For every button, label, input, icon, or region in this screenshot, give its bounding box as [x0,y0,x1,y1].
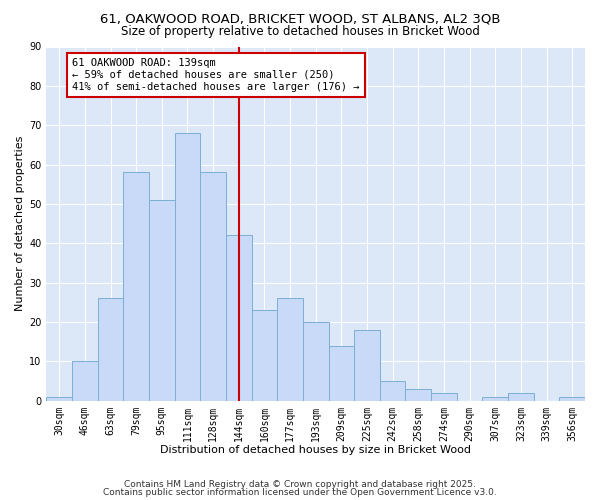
Text: Contains HM Land Registry data © Crown copyright and database right 2025.: Contains HM Land Registry data © Crown c… [124,480,476,489]
Bar [431,393,457,400]
Bar [149,200,175,400]
Bar [277,298,303,400]
Bar [200,172,226,400]
Bar [354,330,380,400]
Text: 61, OAKWOOD ROAD, BRICKET WOOD, ST ALBANS, AL2 3QB: 61, OAKWOOD ROAD, BRICKET WOOD, ST ALBAN… [100,12,500,26]
Bar [175,133,200,400]
Bar [226,236,251,400]
Bar [508,393,534,400]
Bar [46,397,72,400]
Text: Size of property relative to detached houses in Bricket Wood: Size of property relative to detached ho… [121,25,479,38]
Y-axis label: Number of detached properties: Number of detached properties [15,136,25,312]
Bar [124,172,149,400]
Bar [72,362,98,401]
Text: Contains public sector information licensed under the Open Government Licence v3: Contains public sector information licen… [103,488,497,497]
Bar [303,322,329,400]
Bar [98,298,124,400]
X-axis label: Distribution of detached houses by size in Bricket Wood: Distribution of detached houses by size … [160,445,471,455]
Text: 61 OAKWOOD ROAD: 139sqm
← 59% of detached houses are smaller (250)
41% of semi-d: 61 OAKWOOD ROAD: 139sqm ← 59% of detache… [72,58,359,92]
Bar [380,381,406,400]
Bar [482,397,508,400]
Bar [251,310,277,400]
Bar [559,397,585,400]
Bar [329,346,354,401]
Bar [406,389,431,400]
